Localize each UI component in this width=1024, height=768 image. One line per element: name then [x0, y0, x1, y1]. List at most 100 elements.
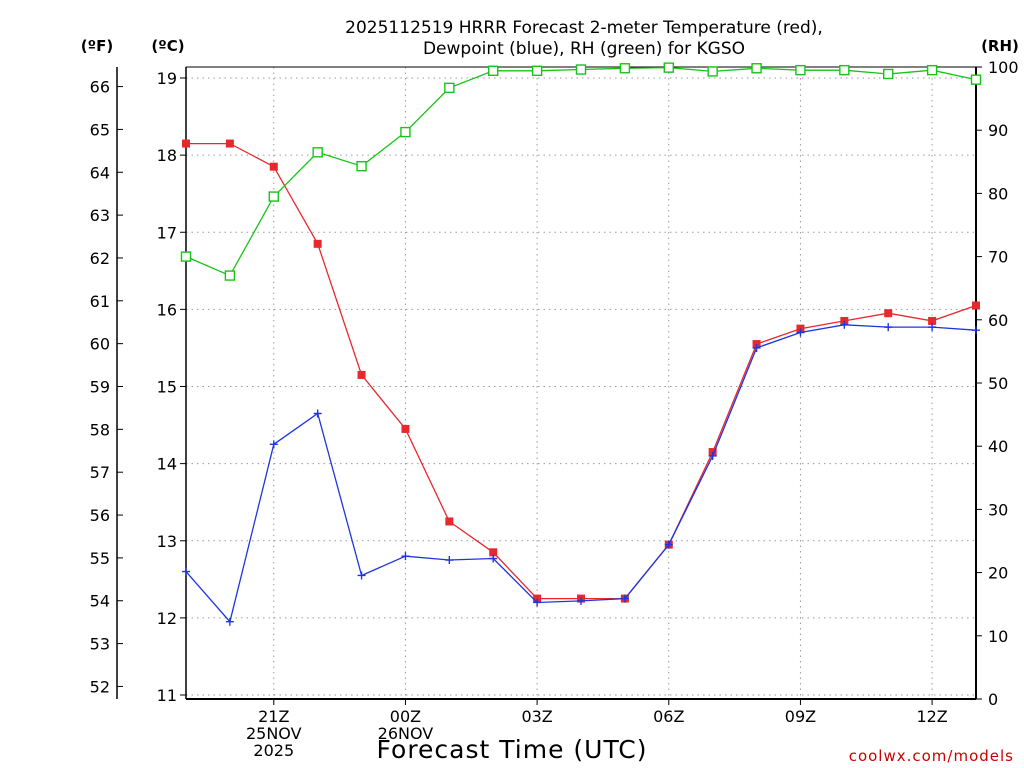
rh-tick-label: 60 [988, 311, 1008, 330]
dewpoint-point [445, 556, 454, 565]
fahrenheit-tick-label: 58 [90, 420, 110, 439]
rh-tick-label: 0 [988, 690, 998, 709]
rh-point [707, 66, 718, 77]
dewpoint-point [313, 409, 322, 418]
rh-point [751, 63, 762, 74]
rh-tick-label: 80 [988, 184, 1008, 203]
temperature-point [489, 548, 498, 557]
celsius-tick-label: 15 [157, 378, 177, 397]
x-tick-label: 06Z [653, 707, 684, 726]
gridlines [186, 67, 976, 699]
temperature-point [225, 139, 234, 148]
dewpoint-point [489, 554, 498, 563]
rh-line [185, 66, 977, 277]
celsius-tick-label: 19 [157, 69, 177, 88]
rh-tick-label: 20 [988, 564, 1008, 583]
fahrenheit-tick-label: 59 [90, 378, 110, 397]
fahrenheit-unit-label: (ºF) [81, 37, 113, 55]
rh-point [312, 147, 323, 158]
celsius-unit-label: (ºC) [151, 37, 184, 55]
temperature-point [972, 301, 980, 310]
rh-point [663, 62, 674, 73]
fahrenheit-tick-label: 57 [90, 463, 110, 482]
celsius-tick-label: 16 [157, 300, 177, 319]
source-credit: coolwx.com/models [849, 747, 1014, 765]
fahrenheit-tick-label: 52 [90, 677, 110, 696]
dewpoint-point [796, 328, 805, 337]
chart-subtitle: Dewpoint (blue), RH (green) for KGSO [423, 39, 745, 59]
fahrenheit-tick-label: 66 [90, 78, 110, 97]
rh-point [488, 65, 499, 76]
dewpoint-line [185, 324, 977, 624]
rh-point [531, 65, 543, 76]
dewpoint-point [884, 323, 893, 332]
dewpoint-point [577, 596, 585, 605]
tick-labels: 52 53 54 55 56 57 58 59 60 61 62 63 64 65 66 11 12 13 14 15… [90, 58, 1019, 760]
rh-point [839, 64, 850, 76]
fahrenheit-tick-label: 64 [90, 163, 110, 182]
temperature-point [357, 370, 366, 379]
x-tick-label: 00Z [390, 707, 421, 726]
rh-point [883, 68, 894, 80]
rh-point [400, 126, 411, 138]
rh-tick-label: 100 [988, 58, 1019, 77]
x-tick-label: 03Z [521, 707, 552, 726]
data-series [180, 62, 982, 626]
dewpoint-point [533, 598, 542, 607]
dewpoint-point [182, 567, 190, 576]
axes [116, 66, 982, 705]
x-tick-label: 09Z [785, 707, 816, 726]
celsius-tick-label: 18 [157, 146, 177, 165]
rh-point [575, 64, 587, 75]
celsius-tick-label: 17 [157, 223, 177, 242]
rh-tick-label: 90 [988, 121, 1008, 140]
dewpoint-point [269, 440, 278, 449]
temperature-point [445, 517, 454, 526]
fahrenheit-tick-label: 54 [90, 592, 110, 611]
fahrenheit-tick-label: 56 [90, 506, 110, 525]
x-tick-label: 2025 [253, 741, 294, 760]
dewpoint-point [708, 451, 717, 460]
dewpoint-point [840, 320, 849, 329]
celsius-tick-label: 14 [157, 455, 177, 474]
rh-point [268, 191, 279, 202]
fahrenheit-tick-label: 65 [90, 120, 110, 139]
rh-point [444, 82, 455, 94]
temperature-point [928, 316, 937, 325]
dewpoint-point [225, 617, 234, 626]
chart-title: 2025112519 HRRR Forecast 2-meter Tempera… [345, 18, 823, 38]
dewpoint-point [752, 343, 761, 352]
fahrenheit-tick-label: 63 [90, 206, 110, 225]
rh-tick-label: 30 [988, 500, 1008, 519]
rh-point [180, 251, 192, 262]
temperature-point [401, 424, 410, 433]
x-axis-title: Forecast Time (UTC) [377, 735, 648, 764]
x-tick-label: 21Z [258, 707, 289, 726]
dewpoint-point [972, 326, 980, 335]
temperature-point [313, 239, 322, 248]
dewpoint-point [928, 323, 937, 332]
rh-point [926, 64, 938, 76]
rh-point [970, 74, 982, 85]
dewpoint-point [620, 594, 629, 603]
rh-unit-label: (RH) [981, 37, 1019, 55]
x-tick-label: 12Z [916, 707, 947, 726]
rh-point [224, 270, 236, 281]
x-tick-label: 25NOV [246, 724, 302, 743]
rh-point [356, 161, 367, 172]
rh-tick-label: 10 [988, 627, 1008, 646]
rh-point [619, 63, 631, 74]
fahrenheit-tick-label: 62 [90, 249, 110, 268]
temperature-point [182, 139, 190, 148]
dewpoint-point [664, 540, 673, 549]
rh-tick-label: 40 [988, 437, 1008, 456]
temperature-point [884, 309, 893, 318]
fahrenheit-tick-label: 55 [90, 549, 110, 568]
rh-tick-label: 50 [988, 374, 1008, 393]
celsius-tick-label: 13 [157, 532, 177, 551]
rh-tick-label: 70 [988, 248, 1008, 267]
temperature-line [186, 142, 977, 600]
x-tick-label: 26NOV [378, 724, 434, 743]
fahrenheit-tick-label: 53 [90, 635, 110, 654]
